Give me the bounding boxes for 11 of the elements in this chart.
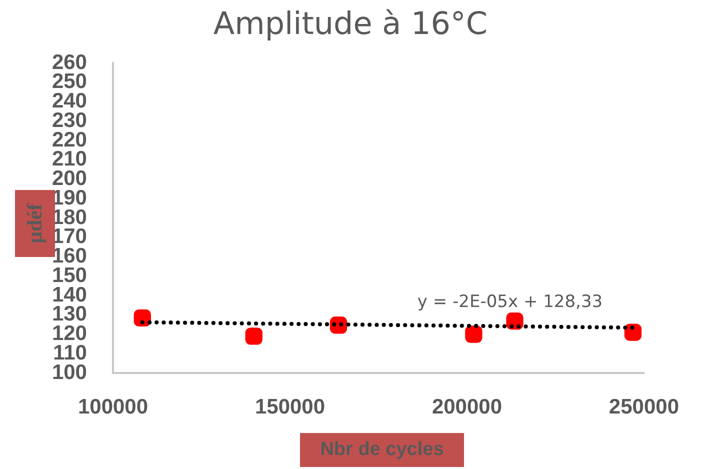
x-axis-title: Nbr de cycles — [300, 433, 464, 467]
x-tick-label: 250000 — [608, 395, 679, 418]
annotation: y = -2E-05x + 128,33 — [416, 292, 604, 312]
x-tick-label: 200000 — [432, 395, 502, 418]
point — [465, 326, 482, 343]
point — [245, 328, 262, 345]
chart-title: Amplitude à 16°C — [212, 6, 489, 42]
y-axis-title: µdéf — [22, 203, 48, 244]
x-tick-label: 150000 — [254, 395, 326, 418]
point — [624, 324, 642, 341]
x-tick-label: 100000 — [78, 395, 148, 418]
